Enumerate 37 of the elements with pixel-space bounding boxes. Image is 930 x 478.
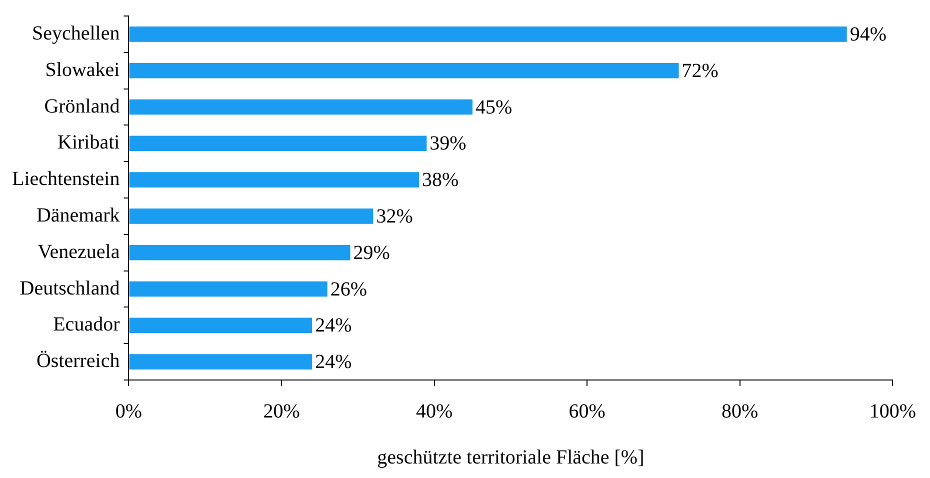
y-tick-label: Slowakei bbox=[45, 58, 120, 81]
y-tick-label: Österreich bbox=[36, 350, 120, 372]
y-tick-label: Ecuador bbox=[53, 314, 120, 336]
data-label: 26% bbox=[330, 278, 368, 300]
bar bbox=[129, 318, 312, 334]
data-label: 45% bbox=[476, 96, 512, 118]
y-tick-label: Deutschland bbox=[20, 277, 120, 300]
data-label: 94% bbox=[850, 23, 887, 46]
bar bbox=[129, 136, 427, 152]
bar bbox=[129, 281, 328, 297]
bar bbox=[129, 26, 847, 42]
data-label: 24% bbox=[315, 314, 352, 337]
bar bbox=[129, 208, 374, 224]
y-tick-label: Grönland bbox=[44, 95, 120, 118]
data-label: 24% bbox=[315, 351, 352, 374]
y-tick-label: Liechtenstein bbox=[12, 168, 120, 190]
data-label: 38% bbox=[422, 169, 459, 192]
x-tick-label: 0% bbox=[115, 400, 142, 422]
x-tick-label: 100% bbox=[869, 400, 916, 422]
bar bbox=[129, 172, 420, 188]
data-label: 32% bbox=[376, 205, 413, 228]
data-label: 72% bbox=[682, 60, 718, 82]
bar bbox=[129, 244, 350, 260]
bar bbox=[129, 99, 473, 115]
x-tick-label: 80% bbox=[722, 400, 758, 422]
y-tick-label: Seychellen bbox=[32, 22, 120, 44]
y-tick-label: Dänemark bbox=[36, 204, 120, 226]
bar bbox=[129, 354, 312, 370]
y-tick-label: Kiribati bbox=[58, 132, 120, 154]
x-axis-title: geschützte territoriale Fläche [%] bbox=[377, 446, 644, 468]
data-label: 29% bbox=[353, 242, 390, 264]
bar bbox=[129, 62, 679, 78]
x-tick-label: 60% bbox=[568, 400, 606, 422]
x-tick-label: 20% bbox=[263, 400, 300, 422]
y-tick-label: Venezuela bbox=[38, 240, 120, 263]
data-label: 39% bbox=[430, 132, 466, 155]
x-tick-label: 40% bbox=[416, 400, 453, 422]
